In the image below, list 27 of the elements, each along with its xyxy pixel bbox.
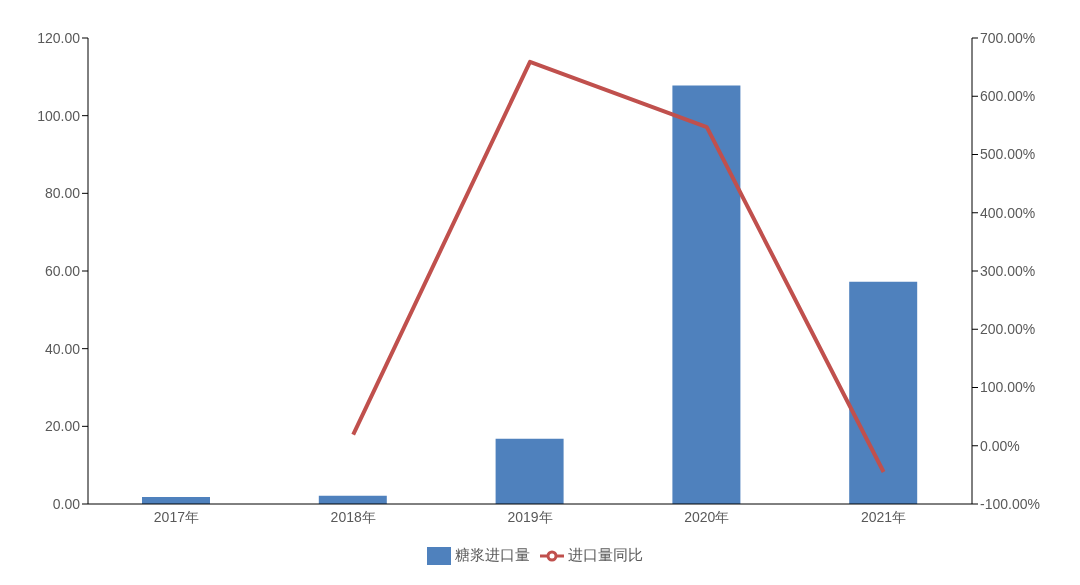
x-tick-label: 2018年 — [330, 508, 376, 525]
y-tick-label: 0.00 — [52, 495, 81, 512]
x-tick-label: 2021年 — [861, 508, 907, 525]
legend-label: 进口量同比 — [568, 545, 643, 563]
bar — [672, 85, 741, 504]
y2-tick-label: 700.00% — [980, 29, 1036, 46]
y2-tick-label: 100.00% — [980, 379, 1036, 396]
y-tick-label: 80.00 — [44, 185, 81, 202]
y2-tick-label: 500.00% — [980, 146, 1036, 163]
y2-tick-label: 0.00% — [980, 437, 1020, 454]
y-tick-label: 120.00 — [37, 29, 81, 46]
y2-tick-label: 400.00% — [980, 204, 1036, 221]
bar — [849, 281, 918, 504]
y2-tick-label: 300.00% — [980, 262, 1036, 279]
bar — [495, 438, 564, 504]
x-tick-label: 2017年 — [153, 508, 199, 525]
x-tick-label: 2019年 — [507, 508, 553, 525]
y2-tick-label: 600.00% — [980, 88, 1036, 105]
y-tick-label: 60.00 — [44, 262, 81, 279]
y-tick-label: 40.00 — [44, 340, 81, 357]
line-series — [351, 59, 886, 474]
y-tick-label: 20.00 — [44, 418, 81, 435]
y2-tick-label: -100.00% — [980, 495, 1040, 512]
x-tick-label: 2020年 — [684, 508, 730, 525]
legend-label: 糖浆进口量 — [455, 545, 530, 563]
y-tick-label: 100.00 — [37, 107, 81, 124]
y2-tick-label: 200.00% — [980, 321, 1036, 338]
